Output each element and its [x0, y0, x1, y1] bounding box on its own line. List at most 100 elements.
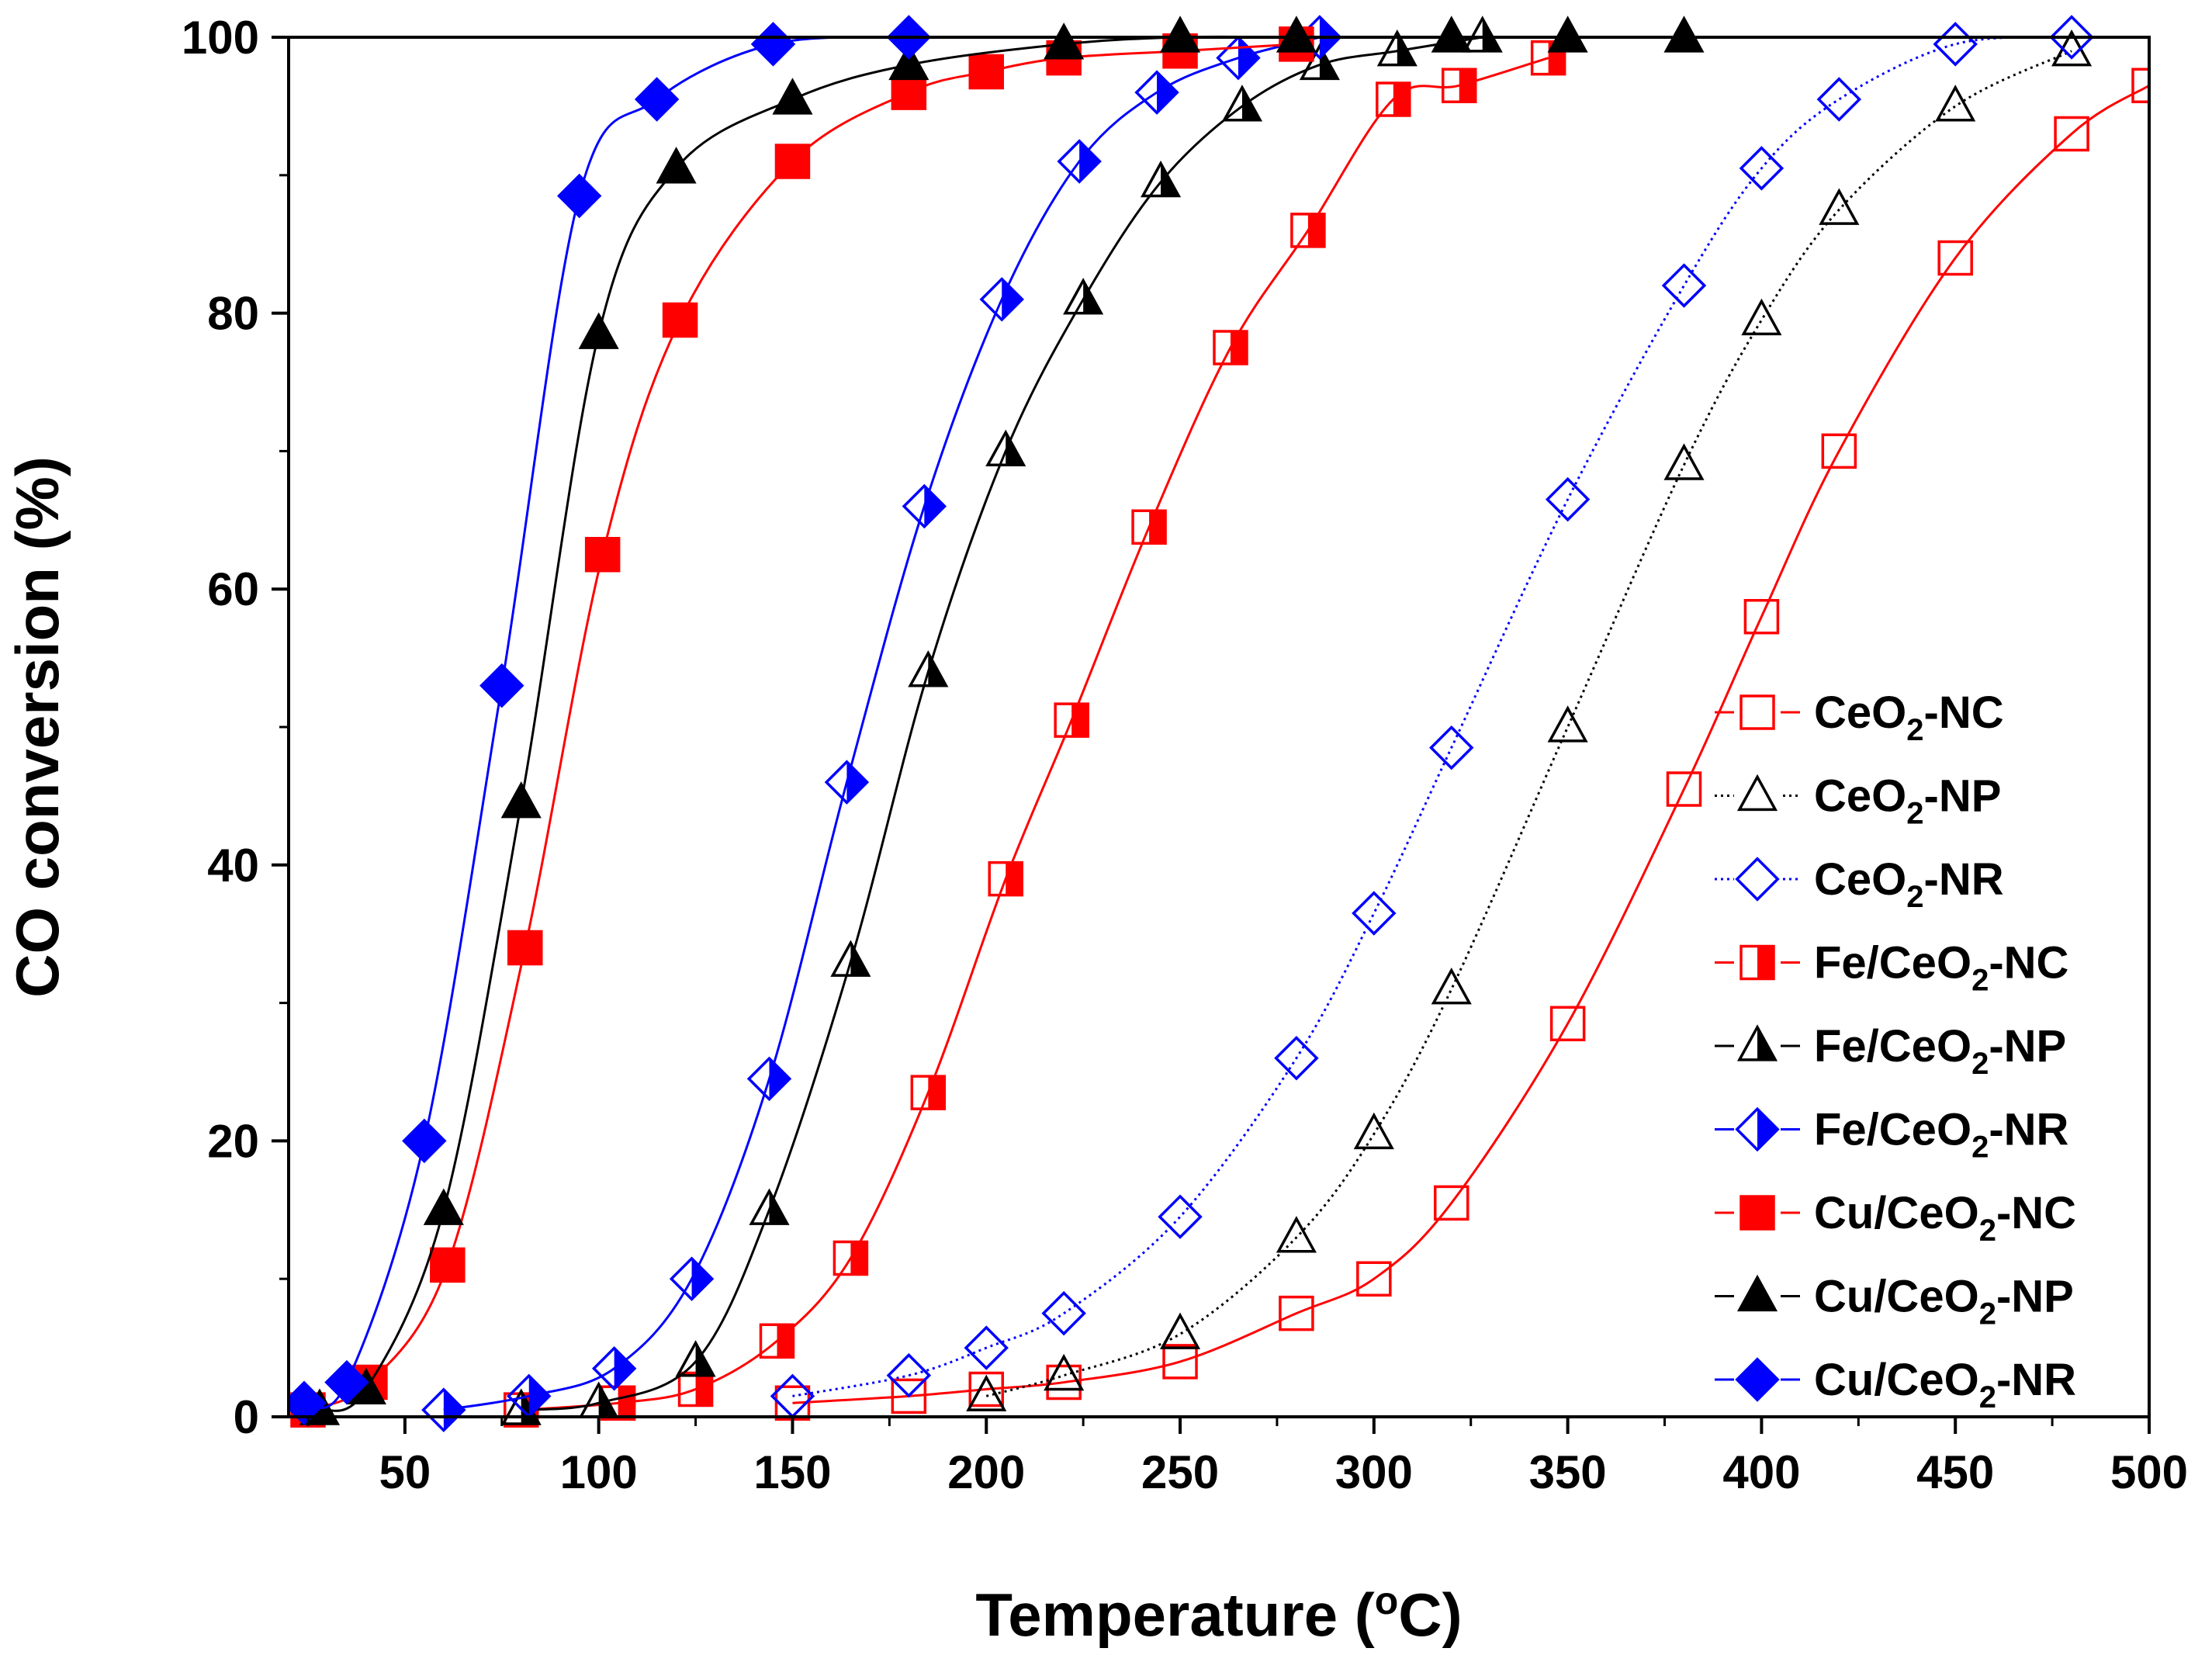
data-point: [968, 54, 1004, 90]
data-point: [1547, 16, 1588, 53]
data-point: [1162, 1344, 1198, 1380]
data-point: [891, 1378, 927, 1414]
data-point: [634, 77, 680, 122]
data-point: [1141, 160, 1182, 198]
y-tick-label: 0: [234, 1391, 259, 1443]
data-point: [675, 1340, 716, 1377]
series-cu-ceo2-nr: [289, 15, 932, 1425]
data-point: [324, 1359, 369, 1405]
series-line-ceo2-nr: [792, 36, 2072, 1397]
legend-entry-fe-ceo2-nr: Fe/CeO2-NR: [1715, 1105, 2068, 1165]
data-point: [1935, 85, 1976, 122]
data-point: [1044, 23, 1085, 60]
legend-entry-fe-ceo2-np: Fe/CeO2-NP: [1715, 1021, 2066, 1081]
series-line-cu-ceo2-nr: [303, 36, 909, 1409]
legend-entry-cu-ceo2-nr: Cu/CeO2-NR: [1715, 1355, 2076, 1414]
y-tick-label: 80: [207, 288, 259, 340]
legend-label: Cu/CeO2-NP: [1814, 1272, 2074, 1331]
data-point: [772, 78, 813, 115]
legend-label: Fe/CeO2-NR: [1814, 1105, 2068, 1165]
legend-entry-ceo2-nc: CeO2-NC: [1715, 687, 2004, 747]
data-point: [908, 650, 949, 687]
data-point: [1376, 81, 1411, 117]
data-point: [746, 1056, 792, 1102]
data-point: [1054, 702, 1089, 738]
x-tick-label: 50: [379, 1446, 431, 1498]
legend-marker: [1739, 694, 1775, 730]
x-tick-label: 200: [947, 1446, 1025, 1498]
legend-entry-fe-ceo2-nc: Fe/CeO2-NC: [1715, 938, 2068, 998]
x-tick-label: 450: [1916, 1446, 1994, 1498]
series-line-fe-ceo2-nr: [443, 36, 1321, 1411]
data-point: [402, 1118, 447, 1164]
data-point: [430, 1247, 466, 1283]
data-point: [1290, 213, 1326, 248]
legend: CeO2-NC CeO2-NP CeO2-NR Fe/CeO2-NC Fe/CeO2-N…: [1715, 687, 2076, 1414]
data-point: [1041, 1290, 1086, 1336]
data-point: [833, 1240, 869, 1276]
data-point: [1276, 16, 1317, 53]
data-point: [423, 1188, 464, 1225]
data-point: [830, 940, 871, 977]
legend-marker: [1736, 1024, 1778, 1061]
legend-entry-cu-ceo2-nc: Cu/CeO2-NC: [1715, 1188, 2076, 1248]
data-point: [964, 1325, 1009, 1370]
data-point: [1057, 139, 1102, 184]
legend-label: Fe/CeO2-NP: [1814, 1021, 2066, 1081]
data-point: [556, 173, 602, 219]
data-point: [774, 1385, 811, 1421]
series-line-fe-ceo2-nc: [521, 57, 1549, 1411]
data-point: [1666, 771, 1702, 807]
data-point: [507, 930, 543, 966]
data-point: [910, 1075, 947, 1110]
series-line-fe-ceo2-np: [521, 36, 1483, 1411]
x-tick-label: 500: [2110, 1446, 2188, 1498]
y-tick-label: 60: [207, 563, 259, 615]
data-point: [1816, 77, 1862, 122]
data-point: [1549, 1006, 1586, 1042]
y-tick-label: 100: [182, 12, 259, 64]
data-point: [1279, 1295, 1314, 1331]
data-point: [656, 147, 697, 184]
data-point: [1431, 968, 1472, 1005]
data-point: [1547, 705, 1588, 743]
series-layer: [289, 15, 2151, 1432]
data-point: [1462, 16, 1503, 53]
data-point: [289, 1380, 327, 1425]
data-point: [1741, 298, 1782, 336]
series-line-ceo2-np: [985, 50, 2072, 1397]
data-point: [1376, 29, 1418, 67]
data-point: [1353, 1112, 1394, 1150]
data-point: [985, 429, 1026, 466]
data-point: [774, 144, 811, 179]
series-line-ceo2-nc: [792, 84, 2150, 1404]
y-axis-title: CO conversion (%): [3, 456, 71, 998]
legend-marker: [1735, 1357, 1780, 1402]
legend-entry-ceo2-nr: CeO2-NR: [1715, 854, 2004, 914]
data-point: [1434, 1185, 1469, 1221]
ticks-layer: 50 100 150 200 250 300 350 400 450 500 0 20 40 60 80 10…: [182, 12, 2188, 1498]
data-point: [591, 1346, 637, 1391]
x-tick-label: 250: [1141, 1446, 1219, 1498]
data-point: [1134, 70, 1179, 115]
data-point: [1299, 43, 1340, 81]
x-tick-label: 150: [753, 1446, 831, 1498]
data-point: [1274, 1035, 1319, 1081]
legend-marker: [1739, 1195, 1775, 1231]
y-tick-label: 40: [207, 840, 259, 892]
data-point: [677, 1371, 714, 1408]
data-point: [1131, 509, 1167, 545]
data-point: [1044, 1353, 1085, 1391]
series-fe-ceo2-np: [500, 16, 1503, 1425]
data-point: [1063, 278, 1104, 315]
data-point: [584, 537, 621, 573]
data-point: [2049, 15, 2094, 60]
x-tick-label: 350: [1529, 1446, 1607, 1498]
x-tick-label: 300: [1335, 1446, 1413, 1498]
data-point: [1743, 599, 1780, 635]
data-point: [1431, 16, 1472, 53]
legend-marker: [1735, 1106, 1780, 1152]
data-point: [1352, 891, 1397, 936]
data-point: [759, 1323, 795, 1359]
